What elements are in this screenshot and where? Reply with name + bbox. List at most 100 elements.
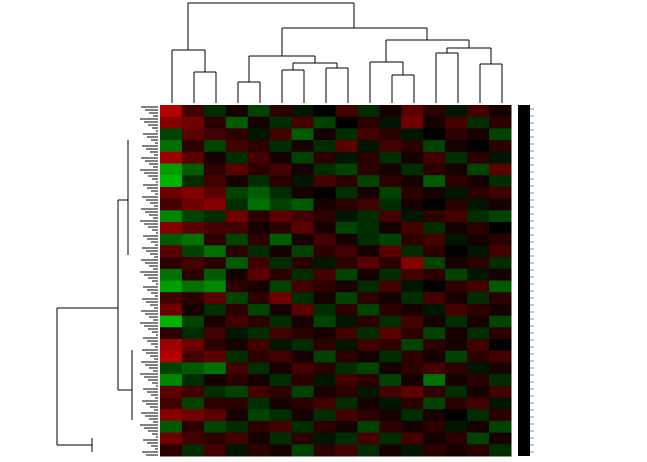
cell xyxy=(160,175,183,188)
cell xyxy=(203,374,227,387)
cell xyxy=(269,339,293,352)
cell xyxy=(203,198,227,211)
cell xyxy=(335,409,358,422)
cell xyxy=(401,186,424,200)
cell xyxy=(203,257,227,270)
cell xyxy=(379,432,402,445)
cell xyxy=(489,245,512,258)
cell xyxy=(160,105,183,118)
cell xyxy=(181,245,205,258)
cell xyxy=(335,303,358,317)
cell xyxy=(335,140,358,153)
cell xyxy=(489,362,512,375)
cell xyxy=(160,268,183,281)
cell xyxy=(291,140,315,153)
cell xyxy=(247,128,271,141)
cell xyxy=(225,327,249,340)
cell xyxy=(225,315,249,328)
cell xyxy=(467,385,490,398)
cell xyxy=(203,292,227,305)
cell xyxy=(423,245,446,258)
cell xyxy=(225,186,249,200)
cell xyxy=(225,163,249,176)
cell xyxy=(269,128,293,141)
cell xyxy=(313,303,336,317)
cell xyxy=(269,186,293,200)
cell xyxy=(181,350,205,363)
cell xyxy=(269,444,293,457)
cell xyxy=(335,292,358,305)
cell xyxy=(160,432,183,445)
cell xyxy=(467,374,490,387)
cell xyxy=(247,292,271,305)
cell xyxy=(467,280,490,293)
cell xyxy=(335,362,358,375)
cell xyxy=(423,222,446,235)
cell xyxy=(467,198,490,211)
cell xyxy=(357,128,380,141)
cell xyxy=(291,315,315,328)
cell xyxy=(160,198,183,211)
cell xyxy=(379,444,402,457)
cell xyxy=(445,280,468,293)
cell xyxy=(379,385,402,398)
cell xyxy=(379,198,402,211)
cell xyxy=(181,315,205,328)
cell xyxy=(379,374,402,387)
cell xyxy=(335,444,358,457)
cell xyxy=(467,186,490,200)
cell xyxy=(401,362,424,375)
cell xyxy=(160,303,183,317)
cell xyxy=(313,420,336,434)
cell xyxy=(181,257,205,270)
cell xyxy=(313,222,336,235)
cell xyxy=(489,140,512,153)
cell xyxy=(247,116,271,129)
cell xyxy=(160,444,183,457)
cell xyxy=(467,362,490,375)
cell xyxy=(181,397,205,410)
cell xyxy=(181,303,205,317)
cell xyxy=(401,385,424,398)
cell xyxy=(225,303,249,317)
cell xyxy=(203,245,227,258)
cell xyxy=(379,315,402,328)
cell xyxy=(379,327,402,340)
cell xyxy=(313,280,336,293)
cell xyxy=(401,280,424,293)
cell xyxy=(181,151,205,164)
cell xyxy=(357,175,380,188)
cell xyxy=(225,280,249,293)
cell xyxy=(401,116,424,129)
cell xyxy=(269,163,293,176)
cell xyxy=(247,210,271,223)
cell xyxy=(379,397,402,410)
cell xyxy=(467,175,490,188)
cell xyxy=(423,198,446,211)
cell xyxy=(291,280,315,293)
cell xyxy=(489,432,512,445)
cell xyxy=(445,339,468,352)
cell xyxy=(401,350,424,363)
cell xyxy=(445,432,468,445)
cell xyxy=(489,116,512,129)
cell xyxy=(160,315,183,328)
cell xyxy=(225,175,249,188)
cell xyxy=(160,327,183,340)
cell xyxy=(401,105,424,118)
cell xyxy=(247,350,271,363)
cell xyxy=(225,210,249,223)
cell xyxy=(181,233,205,246)
cell xyxy=(467,268,490,281)
cell xyxy=(247,105,271,118)
cell xyxy=(489,186,512,200)
cell xyxy=(181,444,205,457)
cell xyxy=(247,409,271,422)
cell xyxy=(269,315,293,328)
cell xyxy=(489,233,512,246)
cell xyxy=(423,420,446,434)
cell xyxy=(423,280,446,293)
cell xyxy=(269,350,293,363)
cell xyxy=(225,397,249,410)
cell xyxy=(357,339,380,352)
